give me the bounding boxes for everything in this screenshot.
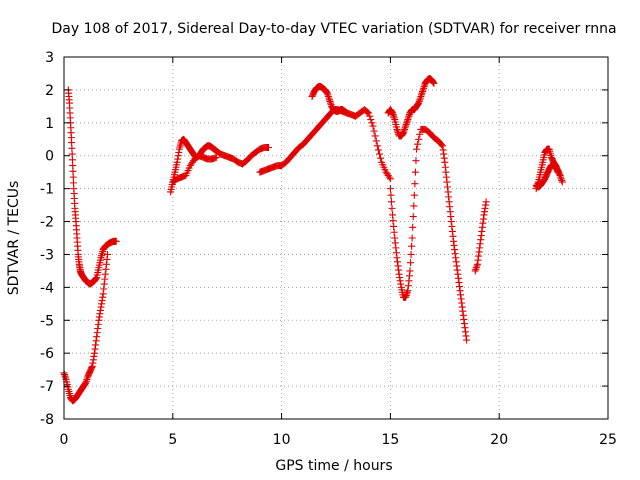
data-point-interp	[371, 132, 379, 140]
y-tick-label: -8	[40, 412, 54, 428]
data-point-interp	[377, 154, 385, 162]
data-point-interp	[415, 135, 423, 143]
series-arc-a-falling	[64, 86, 105, 288]
data-point-interp	[414, 140, 422, 148]
data-point	[406, 267, 414, 275]
data-point-interp	[410, 202, 418, 210]
data-point-interp	[368, 119, 376, 127]
y-tick-label: 0	[45, 149, 54, 165]
data-point-interp	[366, 112, 374, 120]
y-tick-label: 3	[45, 50, 54, 66]
data-point	[212, 153, 220, 161]
grid-lines	[64, 57, 608, 419]
x-axis-label: GPS time / hours	[275, 458, 392, 474]
data-point	[413, 145, 421, 153]
data-point	[386, 185, 394, 193]
data-point	[554, 168, 562, 176]
y-tick-label: -4	[40, 280, 54, 296]
series-arc-e	[308, 83, 351, 117]
y-tick-label: -6	[40, 346, 54, 362]
x-tick-label: 0	[60, 432, 69, 448]
data-point-interp	[438, 141, 446, 149]
data-point	[369, 122, 377, 130]
chart-title: Day 108 of 2017, Sidereal Day-to-day VTE…	[51, 21, 616, 37]
data-point	[410, 191, 418, 199]
x-axis-ticks: 0 5 10 15 20 25	[60, 57, 617, 448]
x-tick-label: 10	[273, 432, 291, 448]
data-point-interp	[374, 146, 382, 154]
y-tick-label: 1	[45, 116, 54, 132]
plot-frame	[63, 56, 609, 420]
data-point	[430, 79, 438, 87]
data-point-interp	[408, 242, 416, 250]
y-axis-label: SDTVAR / TECUs	[6, 181, 22, 296]
data-point	[482, 198, 490, 206]
data-point-interp	[367, 116, 375, 124]
series-arc-h	[471, 198, 490, 275]
data-point	[386, 175, 394, 183]
data-point-interp	[388, 204, 396, 212]
data-point-interp	[370, 127, 378, 135]
y-tick-label: 2	[45, 83, 54, 99]
series-arc-i-lower	[532, 160, 562, 191]
y-tick-label: -3	[40, 247, 54, 263]
data-point-interp	[376, 150, 384, 158]
y-tick-label: -2	[40, 215, 54, 231]
series-arc-f	[384, 74, 438, 140]
data-points	[60, 74, 566, 405]
x-tick-label: 15	[381, 432, 399, 448]
x-tick-label: 20	[490, 432, 508, 448]
data-point-interp	[364, 108, 372, 116]
x-tick-label: 5	[168, 432, 177, 448]
data-point	[265, 144, 273, 151]
x-tick-label: 25	[599, 432, 617, 448]
data-point-interp	[409, 213, 417, 221]
data-point	[408, 234, 416, 242]
data-point-interp	[407, 259, 415, 267]
y-tick-label: -1	[40, 182, 54, 198]
data-point-interp	[385, 173, 393, 181]
data-point-interp	[387, 198, 395, 206]
data-point-interp	[412, 157, 420, 165]
data-point-interp	[409, 223, 417, 231]
y-axis-ticks: -8 -7 -6 -5 -4 -3 -2 -1 0 1 2 3	[40, 50, 608, 428]
data-point-interp	[411, 168, 419, 176]
data-point	[463, 336, 471, 344]
y-tick-label: -7	[40, 379, 54, 395]
data-point	[373, 142, 381, 150]
data-point	[365, 109, 373, 117]
y-tick-label: -5	[40, 313, 54, 329]
data-point-interp	[387, 191, 395, 199]
data-point	[558, 178, 566, 186]
data-point-interp	[416, 130, 424, 138]
series-arc-c-lower	[169, 152, 220, 186]
data-point	[112, 237, 120, 245]
series-arc-g	[386, 125, 471, 344]
data-point-interp	[407, 250, 415, 258]
series-arc-b	[60, 250, 112, 405]
series-arc-a-rising	[97, 237, 120, 262]
data-point-interp	[411, 180, 419, 188]
data-point	[343, 109, 351, 117]
data-point	[104, 250, 112, 258]
data-point-interp	[372, 137, 380, 145]
